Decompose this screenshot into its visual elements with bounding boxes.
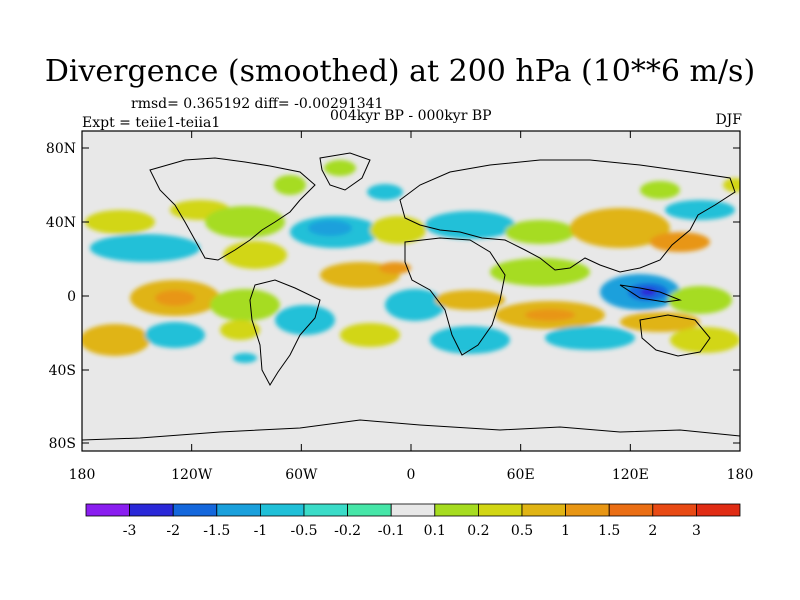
colorbar-swatch — [85, 503, 130, 517]
south-america-coast — [249, 279, 321, 387]
div-blob — [430, 326, 510, 354]
div-blob — [90, 234, 200, 262]
colorbar-swatch — [216, 503, 261, 517]
colorbar-swatch — [347, 503, 392, 517]
div-blob — [435, 290, 505, 310]
div-blob — [145, 322, 205, 348]
div-blob — [274, 175, 306, 195]
colorbar-swatch — [521, 503, 566, 517]
colorbar-swatch — [390, 503, 436, 517]
colorbar-label: 0.2 — [467, 523, 489, 539]
lon-tick-label: 0 — [407, 467, 416, 483]
div-blob — [223, 241, 287, 269]
lat-tick-label: 80N — [46, 141, 76, 157]
colorbar: -3 -2 -1.5 -1 -0.5 -0.2 -0.1 0.1 0.2 0.5 1 1.5 2 3 — [85, 503, 741, 539]
north-america-coast — [149, 157, 316, 261]
stats-subtitle: rmsd= 0.365192 diff= -0.00291341 — [131, 96, 384, 112]
div-blob — [723, 178, 740, 192]
colorbar-label: -1.5 — [203, 523, 230, 539]
divergence-field — [82, 160, 740, 363]
colorbar-label: 0.5 — [511, 523, 533, 539]
lat-tick-label: 0 — [67, 289, 76, 305]
div-blob — [665, 200, 735, 220]
eurasia-coast — [399, 159, 736, 273]
div-blob — [324, 160, 356, 176]
colorbar-label: 0.1 — [424, 523, 446, 539]
figure-title: Divergence (smoothed) at 200 hPa (10**6 … — [44, 54, 756, 89]
lon-tick-label: 180 — [69, 467, 96, 483]
colorbar-swatch — [696, 503, 741, 517]
div-blob — [379, 262, 411, 274]
div-blob — [668, 286, 732, 314]
div-blob — [340, 323, 400, 347]
colorbar-swatch — [477, 503, 523, 517]
colorbar-label: -0.2 — [334, 523, 361, 539]
colorbar-label: -0.5 — [291, 523, 318, 539]
colorbar-label: -0.1 — [378, 523, 405, 539]
div-blob — [210, 289, 280, 321]
colorbar-label: 1 — [561, 523, 570, 539]
antarctica-coast — [81, 419, 741, 441]
colorbar-swatch — [129, 503, 174, 517]
div-blob — [308, 220, 352, 236]
lat-tick-label: 40S — [49, 363, 76, 379]
div-blob — [670, 327, 740, 353]
div-blob — [155, 290, 195, 306]
div-blob — [367, 184, 403, 200]
lat-tick-label: 40N — [46, 215, 76, 231]
div-blob — [385, 289, 445, 321]
lon-tick-label: 180 — [727, 467, 754, 483]
lon-tick-label: 120E — [612, 467, 649, 483]
colorbar-swatch — [172, 503, 218, 517]
coastlines — [81, 152, 741, 441]
experiment-label: Expt = teiie1-teiia1 — [82, 115, 221, 131]
div-blob — [490, 258, 590, 286]
colorbar-swatch — [259, 503, 305, 517]
colorbar-swatch — [608, 503, 654, 517]
colorbar-label: -2 — [166, 523, 180, 539]
div-blob — [370, 216, 426, 244]
africa-coast — [404, 237, 506, 356]
div-blob — [505, 220, 575, 244]
div-blob — [640, 181, 680, 199]
div-blob — [545, 326, 635, 350]
longitude-axis: 180 120W 60W 0 60E 120E 180 — [69, 131, 754, 483]
div-blob — [205, 206, 285, 238]
australia-coast — [639, 314, 711, 357]
lon-tick-label: 60W — [285, 467, 318, 483]
colorbar-label: 2 — [648, 523, 657, 539]
lon-tick-label: 120W — [171, 467, 213, 483]
div-blob — [650, 232, 710, 252]
colorbar-swatch — [565, 503, 610, 517]
div-blob — [275, 305, 335, 335]
div-blob — [233, 353, 257, 363]
greenland-coast — [319, 152, 371, 191]
div-blob — [220, 320, 260, 340]
colorbar-swatch — [652, 503, 697, 517]
colorbar-swatch — [303, 503, 348, 517]
lon-tick-label: 60E — [507, 467, 535, 483]
colorbar-label: 1.5 — [598, 523, 620, 539]
div-blob — [82, 324, 150, 356]
indonesia-coast — [619, 284, 682, 303]
div-blob — [85, 210, 155, 234]
colorbar-swatch — [434, 503, 479, 517]
div-blob — [425, 211, 515, 239]
div-blob — [570, 208, 670, 248]
colorbar-label: -3 — [123, 523, 137, 539]
lat-tick-label: 80S — [49, 436, 76, 452]
latitude-axis: 80N 40N 0 40S 80S — [46, 141, 740, 452]
period-subtitle: 004kyr BP - 000kyr BP — [330, 108, 492, 124]
colorbar-label: -1 — [254, 523, 268, 539]
colorbar-label: 3 — [692, 523, 701, 539]
div-blob — [525, 309, 575, 321]
season-label: DJF — [715, 112, 742, 128]
